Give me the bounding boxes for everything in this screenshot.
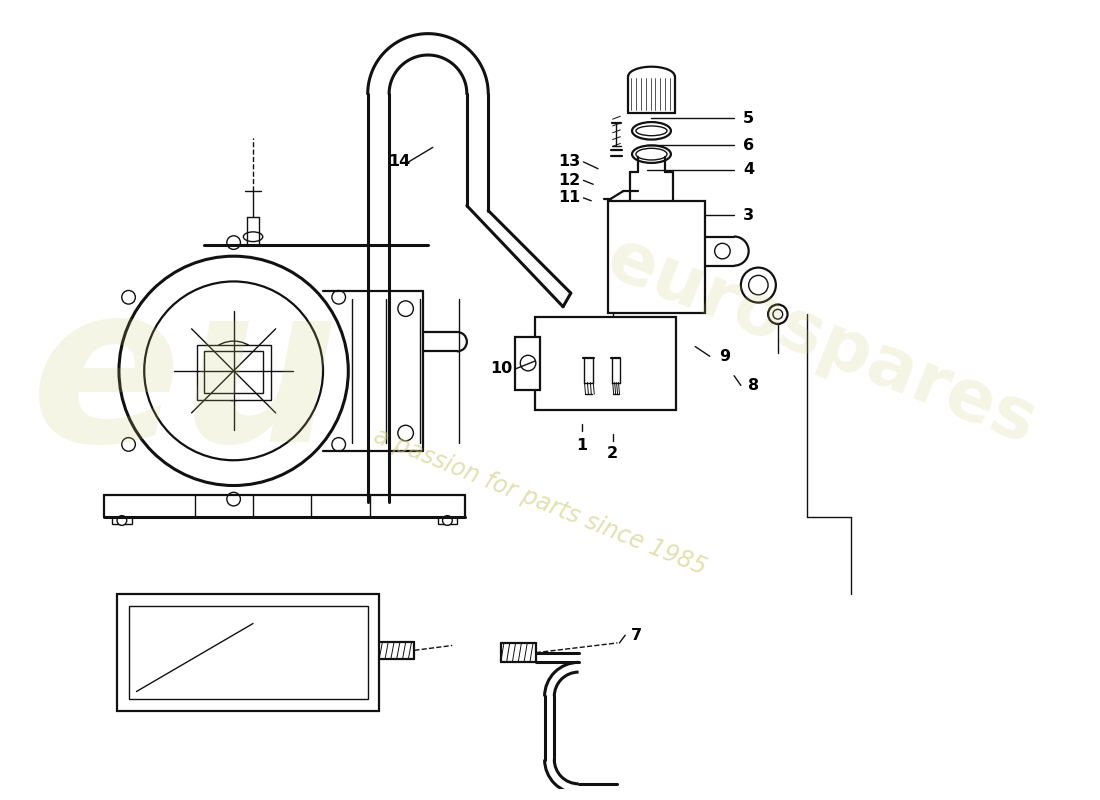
- Circle shape: [773, 310, 783, 319]
- Circle shape: [144, 282, 323, 460]
- Text: eu: eu: [31, 274, 340, 487]
- Text: 2: 2: [607, 446, 618, 461]
- Text: 8: 8: [748, 378, 759, 393]
- Circle shape: [117, 516, 126, 526]
- Ellipse shape: [636, 126, 667, 136]
- Circle shape: [122, 438, 135, 451]
- Circle shape: [741, 267, 776, 302]
- Text: 5: 5: [744, 110, 755, 126]
- Text: 6: 6: [744, 138, 755, 153]
- Bar: [129, 606, 367, 699]
- Circle shape: [749, 275, 768, 295]
- Ellipse shape: [632, 122, 671, 139]
- Bar: [117, 594, 380, 711]
- Circle shape: [768, 305, 788, 324]
- Bar: [438, 517, 458, 524]
- Text: a passion for parts since 1985: a passion for parts since 1985: [370, 424, 710, 580]
- Circle shape: [119, 256, 349, 486]
- Circle shape: [520, 355, 536, 371]
- Text: 11: 11: [558, 190, 580, 206]
- Circle shape: [227, 236, 241, 250]
- Bar: [197, 345, 271, 400]
- Ellipse shape: [243, 232, 263, 242]
- Text: 10: 10: [490, 362, 512, 377]
- Circle shape: [398, 426, 414, 441]
- Text: 4: 4: [744, 162, 755, 177]
- Bar: [205, 351, 263, 393]
- Circle shape: [715, 243, 730, 259]
- Text: 7: 7: [631, 628, 642, 642]
- Circle shape: [122, 290, 135, 304]
- Bar: [535, 318, 675, 410]
- Text: 9: 9: [718, 349, 730, 364]
- Text: eurospares: eurospares: [597, 224, 1046, 459]
- Circle shape: [332, 438, 345, 451]
- Ellipse shape: [632, 146, 671, 163]
- Text: 14: 14: [387, 154, 410, 170]
- Circle shape: [227, 492, 241, 506]
- Circle shape: [442, 516, 452, 526]
- Bar: [516, 337, 540, 390]
- Circle shape: [204, 341, 263, 401]
- Ellipse shape: [636, 148, 667, 160]
- Bar: [112, 517, 132, 524]
- Text: 12: 12: [558, 173, 580, 188]
- Text: 3: 3: [744, 208, 755, 223]
- Text: 13: 13: [558, 154, 580, 170]
- Bar: [607, 201, 705, 313]
- Text: 1: 1: [576, 438, 587, 453]
- Circle shape: [332, 290, 345, 304]
- Circle shape: [398, 301, 414, 317]
